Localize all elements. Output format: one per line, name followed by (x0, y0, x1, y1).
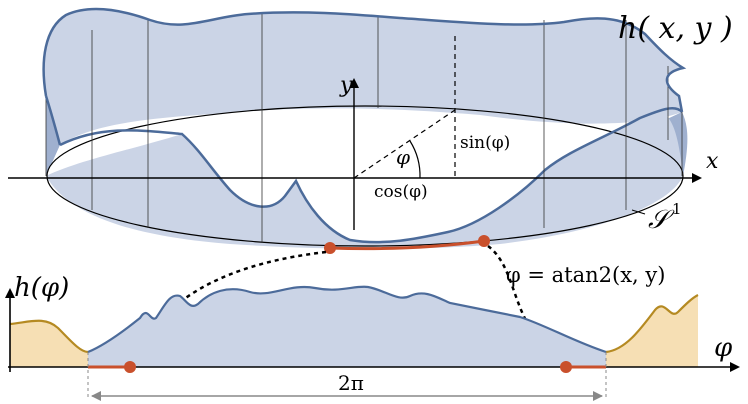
axis-point-left (124, 361, 136, 373)
surface-top-curve (42, 7, 687, 113)
surface-lower-boundary (59, 107, 683, 244)
phi-axis-label: φ (714, 333, 733, 363)
right-padding-fill (606, 295, 698, 367)
right-padding-curve (605, 294, 699, 354)
surface-front-wall (46, 112, 683, 249)
period-label: 2π (338, 371, 364, 395)
surface-back-wall (43, 9, 683, 146)
axis-point-right (560, 361, 572, 373)
circle-label-superscript: 1 (672, 200, 682, 218)
unwrapped-function-fill (88, 286, 606, 367)
surface-label: h( x, y ) (618, 11, 733, 46)
sin-label: sin(φ) (460, 133, 510, 153)
angle-arc (409, 140, 421, 179)
arc-end-point (478, 235, 490, 247)
atan-label: φ = atan2(x, y) (506, 263, 665, 287)
cos-label: cos(φ) (374, 182, 428, 202)
base-circle (46, 105, 684, 247)
x-axis-label: x (706, 149, 719, 174)
y-axis-label: y (339, 73, 353, 98)
radius-dashed (353, 109, 456, 179)
arc-start-point (324, 242, 336, 254)
circle-label-leader (631, 209, 646, 215)
surface-left-wedge (46, 96, 60, 176)
left-padding-curve (9, 319, 89, 354)
highlighted-arc (329, 239, 485, 251)
surface-3d (42, 7, 688, 249)
left-padding-fill (10, 320, 88, 367)
arc-on-circle (324, 235, 490, 254)
surface-grid-lines (45, 14, 683, 243)
unwrapped-plot: h(φ) φ 2π (4, 273, 740, 401)
surface-left-edge (44, 95, 62, 146)
h-phi-label: h(φ) (14, 273, 69, 303)
unwrapped-function-curve (87, 285, 607, 354)
angle-label: φ (396, 145, 410, 169)
circle-label: 𝒮 (648, 205, 675, 235)
angle-construction: φ sin(φ) cos(φ) (353, 36, 510, 202)
